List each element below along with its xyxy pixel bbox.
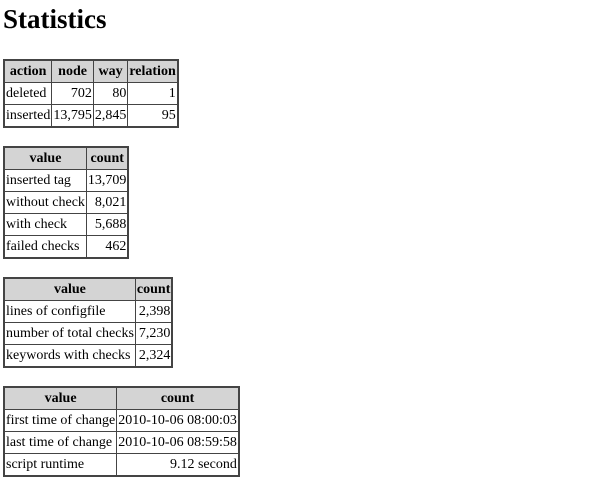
row-label: without check [3, 191, 87, 214]
row-label: number of total checks [3, 322, 136, 345]
column-header: count [134, 277, 173, 301]
action-stats-table: action node way relation deleted 702 80 1 insert… [3, 59, 179, 128]
config-stats-table: value count lines of configfile 2,398 number… [3, 277, 174, 368]
cell-value: 5,688 [85, 213, 129, 236]
cell-value: 80 [92, 82, 129, 105]
cell-value: 2,324 [134, 344, 173, 368]
table-row: inserted tag 13,709 [3, 169, 129, 192]
cell-value: 2010-10-06 08:00:03 [116, 409, 240, 432]
column-header: count [85, 146, 129, 170]
table-row: number of total checks 7,230 [3, 322, 173, 345]
cell-value: 1 [127, 82, 179, 105]
table-row: failed checks 462 [3, 235, 129, 259]
table-row: lines of configfile 2,398 [3, 300, 173, 323]
table-row: deleted 702 80 1 [3, 82, 179, 105]
row-label: first time of change [3, 409, 118, 432]
column-header: value [3, 146, 87, 170]
row-label: script runtime [3, 453, 118, 477]
table-row: keywords with checks 2,324 [3, 344, 173, 368]
header-row: action node way relation [3, 59, 179, 83]
column-header: value [3, 386, 118, 410]
column-header: action [3, 59, 53, 83]
cell-value: 9.12 second [116, 453, 240, 477]
table-row: inserted 13,795 2,845 95 [3, 104, 179, 128]
tag-check-stats-table: value count inserted tag 13,709 without chec… [3, 146, 130, 259]
page-title: Statistics [3, 4, 107, 34]
column-header: count [116, 386, 240, 410]
column-header: way [92, 59, 129, 83]
row-label: last time of change [3, 431, 118, 454]
time-stats-table: value count first time of change 2010-10-06… [3, 386, 240, 477]
table-row: without check 8,021 [3, 191, 129, 214]
table-row: script runtime 9.12 second [3, 453, 240, 477]
row-label: failed checks [3, 235, 87, 259]
column-header: value [3, 277, 136, 301]
cell-value: 8,021 [85, 191, 129, 214]
header-row: value count [3, 386, 240, 410]
row-label: inserted tag [3, 169, 87, 192]
cell-value: 702 [51, 82, 94, 105]
cell-value: 13,795 [51, 104, 94, 128]
cell-value: 95 [127, 104, 179, 128]
row-label: lines of configfile [3, 300, 136, 323]
column-header: relation [127, 59, 179, 83]
cell-value: 13,709 [85, 169, 129, 192]
header-row: value count [3, 146, 129, 170]
row-label: with check [3, 213, 87, 236]
cell-value: 2,845 [92, 104, 129, 128]
row-label: deleted [3, 82, 53, 105]
cell-value: 7,230 [134, 322, 173, 345]
cell-value: 2010-10-06 08:59:58 [116, 431, 240, 454]
table-row: last time of change 2010-10-06 08:59:58 [3, 431, 240, 454]
cell-value: 2,398 [134, 300, 173, 323]
header-row: value count [3, 277, 173, 301]
table-row: first time of change 2010-10-06 08:00:03 [3, 409, 240, 432]
row-label: keywords with checks [3, 344, 136, 368]
row-label: inserted [3, 104, 53, 128]
cell-value: 462 [85, 235, 129, 259]
table-row: with check 5,688 [3, 213, 129, 236]
column-header: node [51, 59, 94, 83]
